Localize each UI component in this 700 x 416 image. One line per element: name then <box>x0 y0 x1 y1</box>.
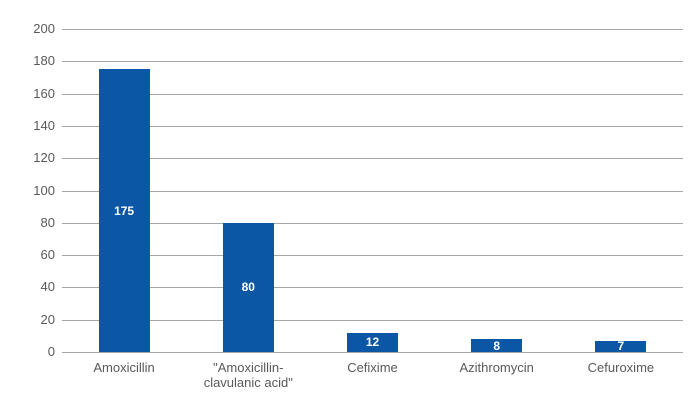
gridline <box>62 158 683 160</box>
y-tick-label: 120 <box>33 150 55 166</box>
gridline <box>62 29 683 30</box>
gridline <box>62 93 683 95</box>
y-tick-label: 0 <box>47 344 55 359</box>
gridline <box>62 222 683 224</box>
y-tick-label: 20 <box>40 311 55 327</box>
gridline <box>62 125 683 127</box>
x-category-label: "Amoxicillin-clavulanic acid" <box>203 360 293 390</box>
gridline <box>62 61 683 63</box>
bar-value-label: 8 <box>493 338 501 353</box>
gridline <box>62 255 683 257</box>
y-tick-label: 40 <box>40 279 55 295</box>
y-tick-label: 160 <box>33 85 55 101</box>
y-tick-label: 60 <box>40 247 55 263</box>
bar-value-label: 12 <box>365 335 380 350</box>
gridline <box>62 352 683 353</box>
x-category-label: Cefuroxime <box>587 360 655 375</box>
y-tick-label: 200 <box>33 21 55 36</box>
bar: 12 <box>347 332 398 352</box>
y-tick-label: 100 <box>33 182 55 198</box>
x-category-label: Cefixime <box>347 360 398 375</box>
y-tick-label: 140 <box>33 117 55 133</box>
bar-value-label: 7 <box>617 339 625 354</box>
y-tick-label: 180 <box>33 53 55 69</box>
bar-value-label: 175 <box>114 203 135 218</box>
y-tick-label: 80 <box>40 214 55 230</box>
bar: 80 <box>222 222 274 352</box>
bar-value-label: 80 <box>241 280 255 295</box>
gridline <box>62 319 683 321</box>
x-category-label: Amoxicillin <box>93 360 155 375</box>
plot-area: 175 80 12 8 7 <box>62 29 683 354</box>
gridline <box>62 190 683 192</box>
bar: 7 <box>595 339 647 354</box>
gridline <box>62 287 683 289</box>
bar: 8 <box>471 338 523 353</box>
bar: 175 <box>98 69 150 352</box>
x-category-label: Azithromycin <box>459 360 534 375</box>
